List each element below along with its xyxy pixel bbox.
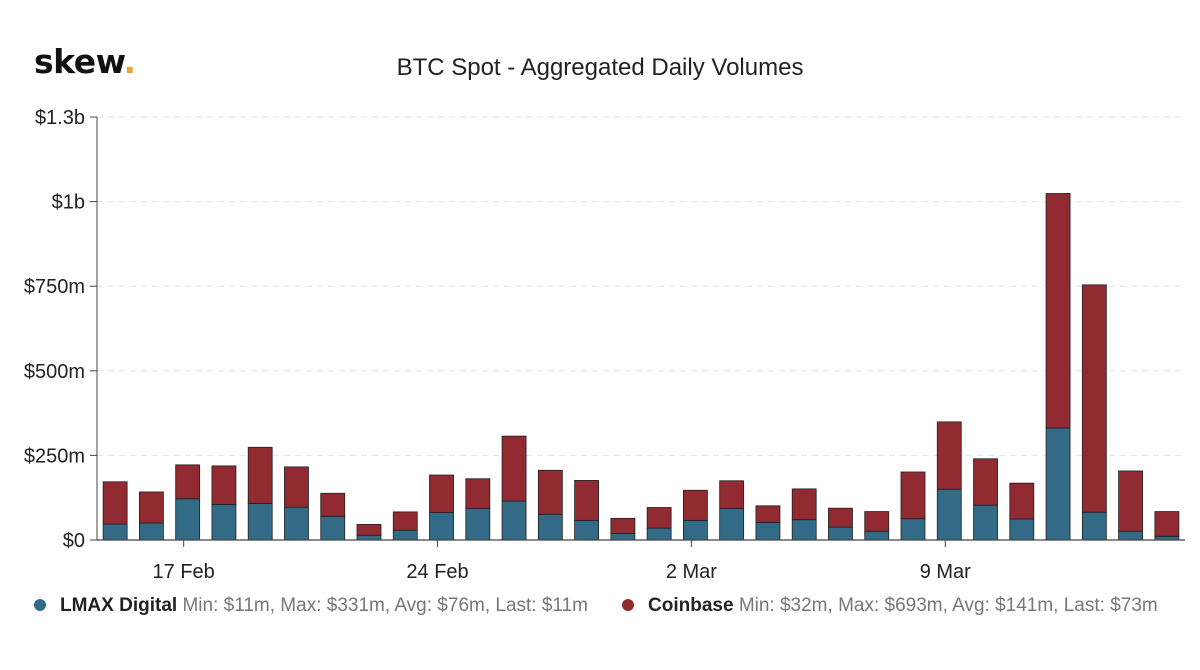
bar-lmax xyxy=(211,504,237,541)
bar-lmax xyxy=(138,522,164,541)
logo-dot: . xyxy=(123,42,136,81)
bar-coinbase xyxy=(501,435,527,502)
bar-coinbase xyxy=(936,421,962,490)
skew-logo: skew. xyxy=(34,42,136,81)
bar-coinbase xyxy=(1081,284,1107,513)
bar-coinbase xyxy=(465,478,491,509)
bar-coinbase xyxy=(1045,193,1071,429)
bar-lmax xyxy=(864,530,890,541)
bar-coinbase xyxy=(646,507,672,529)
y-tick-label: $500m xyxy=(24,361,85,383)
bar-lmax xyxy=(719,508,745,541)
bar-coinbase xyxy=(755,505,781,523)
y-tick-label: $1b xyxy=(52,192,85,214)
bar-coinbase xyxy=(138,491,164,524)
legend-series-name-lmax: LMAX Digital xyxy=(60,595,178,616)
bar-coinbase xyxy=(719,480,745,509)
bar-lmax xyxy=(320,515,346,541)
bar-coinbase xyxy=(1118,470,1143,532)
y-tick-label: $0 xyxy=(63,530,85,552)
bar-coinbase xyxy=(900,471,926,520)
x-tick-label: 24 Feb xyxy=(406,561,468,583)
bar-coinbase xyxy=(284,466,309,508)
legend-series-name-coinbase: Coinbase xyxy=(648,595,734,616)
bar-lmax xyxy=(1118,530,1143,541)
logo-text: skew xyxy=(34,42,124,81)
bar-lmax xyxy=(646,527,672,541)
bar-lmax xyxy=(828,526,853,541)
legend-item-coinbase[interactable]: Coinbase Min: $32m, Max: $693m, Avg: $14… xyxy=(622,595,1158,617)
bar-lmax xyxy=(1009,518,1035,541)
legend-series-stats-coinbase: Min: $32m, Max: $693m, Avg: $141m, Last:… xyxy=(738,595,1158,616)
bar-coinbase xyxy=(429,474,454,513)
y-tick-label: $750m xyxy=(24,276,85,298)
bar-lmax xyxy=(102,523,128,541)
bar-lmax xyxy=(936,488,962,541)
bar-lmax xyxy=(284,506,309,541)
bar-lmax xyxy=(501,500,527,541)
legend-series-stats-lmax: Min: $11m, Max: $331m, Avg: $76m, Last: … xyxy=(182,595,588,616)
bar-coinbase xyxy=(537,469,563,515)
legend-marker-coinbase xyxy=(622,598,634,611)
legend-item-lmax[interactable]: LMAX Digital Min: $11m, Max: $331m, Avg:… xyxy=(34,595,588,617)
bar-lmax xyxy=(683,519,708,541)
bar-coinbase xyxy=(102,481,128,525)
bar-lmax xyxy=(610,533,636,541)
bar-coinbase xyxy=(683,489,708,521)
bar-coinbase xyxy=(610,517,636,534)
chart-title: BTC Spot - Aggregated Daily Volumes xyxy=(396,54,804,81)
bar-coinbase xyxy=(828,507,853,528)
bar-lmax xyxy=(392,529,418,541)
bar-lmax xyxy=(1081,511,1107,541)
bar-lmax xyxy=(175,498,201,541)
bar-lmax xyxy=(900,518,926,541)
bar-coinbase xyxy=(1009,482,1035,520)
bar-coinbase xyxy=(320,492,346,517)
bar-lmax xyxy=(356,534,382,541)
legend-marker-lmax xyxy=(34,598,46,611)
bar-lmax xyxy=(537,513,563,541)
bar-coinbase xyxy=(574,480,599,521)
bar-lmax xyxy=(1045,427,1071,541)
bar-lmax xyxy=(429,512,454,541)
bar-coinbase xyxy=(1154,511,1180,537)
bar-lmax xyxy=(247,503,273,541)
bar-lmax xyxy=(574,519,599,541)
y-tick-label: $1.3b xyxy=(35,107,85,129)
bar-coinbase xyxy=(973,458,998,506)
x-tick-label: 9 Mar xyxy=(920,561,971,583)
bar-coinbase xyxy=(864,511,890,532)
bar-coinbase xyxy=(247,446,273,504)
bar-coinbase xyxy=(211,465,237,505)
x-tick-label: 17 Feb xyxy=(153,561,215,583)
y-tick-label: $250m xyxy=(24,445,85,467)
bar-coinbase xyxy=(175,464,201,500)
bar-lmax xyxy=(791,519,817,541)
bar-lmax xyxy=(973,504,998,541)
bar-lmax xyxy=(465,508,491,541)
bar-lmax xyxy=(755,522,781,541)
x-tick-label: 2 Mar xyxy=(666,561,717,583)
bar-coinbase xyxy=(392,511,418,531)
bar-coinbase xyxy=(791,488,817,521)
bar-coinbase xyxy=(356,524,382,536)
